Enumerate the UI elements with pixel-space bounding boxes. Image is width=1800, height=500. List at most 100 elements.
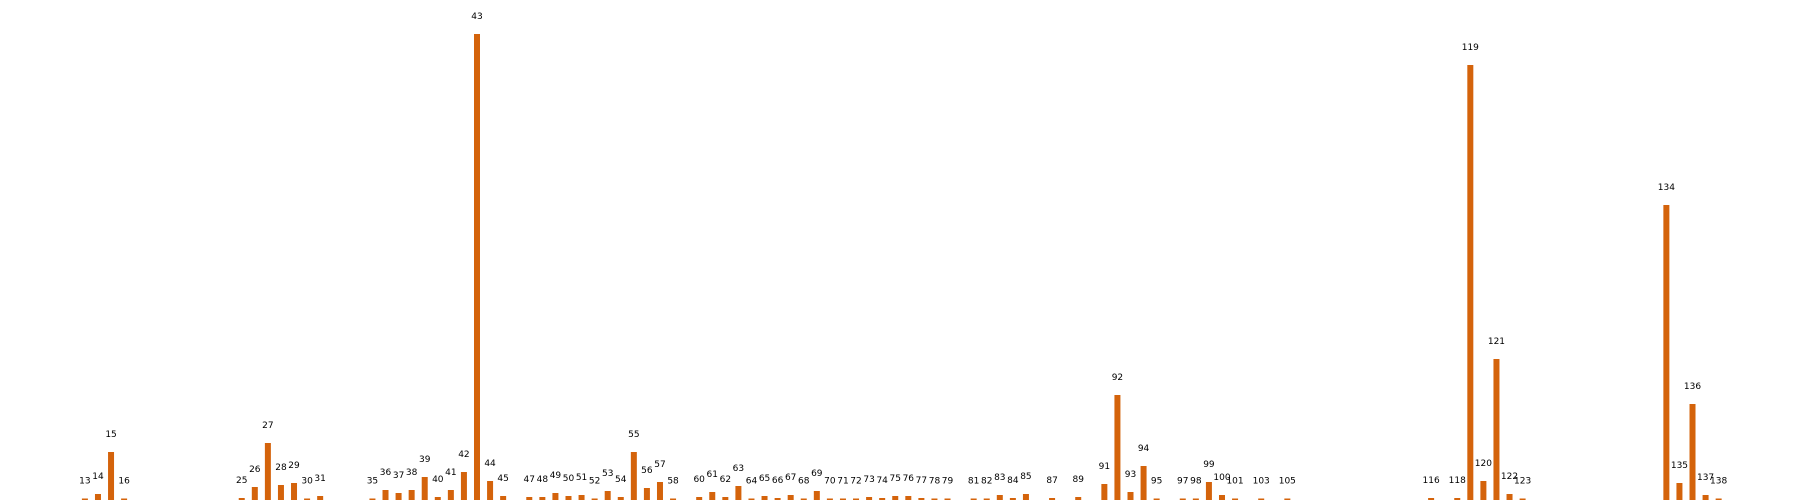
bar-label-75: 75 (890, 474, 901, 484)
bar-58 (670, 498, 677, 500)
bar-label-64: 64 (746, 477, 758, 487)
bar-122 (1506, 494, 1513, 500)
bar-label-52: 52 (589, 477, 600, 487)
bar-label-95: 95 (1151, 477, 1162, 487)
bar-label-45: 45 (497, 474, 508, 484)
bar-70 (826, 498, 833, 500)
bar-26 (251, 487, 258, 500)
bar-98 (1192, 498, 1199, 500)
bar-label-120: 120 (1475, 459, 1492, 469)
bar-77 (918, 498, 925, 500)
bar-55 (630, 452, 637, 500)
bar-73 (866, 497, 873, 500)
bar-119 (1467, 65, 1474, 500)
bar-40 (434, 497, 441, 500)
bar-91 (1101, 484, 1108, 500)
bar-87 (1049, 498, 1056, 500)
bar-71 (839, 498, 846, 500)
bar-52 (591, 498, 598, 500)
bar-120 (1480, 481, 1487, 500)
bar-label-16: 16 (118, 477, 130, 487)
bar-label-58: 58 (667, 477, 679, 487)
bar-51 (578, 495, 585, 500)
bar-135 (1676, 483, 1683, 500)
bar-61 (709, 492, 716, 500)
bar-label-79: 79 (942, 477, 954, 487)
bar-81 (970, 498, 977, 500)
bar-53 (604, 491, 611, 500)
bar-37 (395, 493, 402, 500)
bar-label-26: 26 (249, 465, 261, 475)
bar-label-87: 87 (1046, 476, 1057, 486)
bar-label-103: 103 (1253, 477, 1270, 487)
bar-label-61: 61 (707, 470, 718, 480)
bar-31 (317, 496, 324, 500)
bar-62 (722, 497, 729, 500)
bar-27 (264, 443, 271, 500)
bar-72 (853, 498, 860, 500)
bar-label-83: 83 (994, 473, 1005, 483)
bar-30 (304, 498, 311, 500)
bar-84 (1009, 498, 1016, 500)
bar-label-37: 37 (393, 471, 404, 481)
bar-68 (800, 498, 807, 500)
bar-label-65: 65 (759, 474, 770, 484)
bar-label-136: 136 (1684, 382, 1701, 392)
bar-label-85: 85 (1020, 472, 1031, 482)
bar-138 (1715, 498, 1722, 500)
bar-41 (447, 490, 454, 500)
bar-label-63: 63 (733, 464, 744, 474)
bar-label-67: 67 (785, 473, 796, 483)
bar-label-99: 99 (1203, 460, 1215, 470)
bar-75 (892, 496, 899, 500)
bar-label-42: 42 (458, 450, 469, 460)
bar-label-53: 53 (602, 469, 613, 479)
bar-label-137: 137 (1697, 473, 1714, 483)
bar-93 (1127, 492, 1134, 500)
bar-54 (617, 497, 624, 500)
bar-label-57: 57 (654, 460, 665, 470)
bar-103 (1258, 498, 1265, 500)
bar-label-66: 66 (772, 476, 784, 486)
bar-label-97: 97 (1177, 477, 1188, 487)
bar-label-28: 28 (275, 463, 287, 473)
bar-label-89: 89 (1072, 475, 1084, 485)
bar-38 (408, 490, 415, 500)
bar-label-69: 69 (811, 469, 823, 479)
bar-83 (996, 495, 1003, 500)
bar-label-13: 13 (79, 477, 90, 487)
bar-99 (1205, 482, 1212, 500)
bar-15 (108, 452, 115, 500)
bar-label-35: 35 (367, 477, 378, 487)
bar-label-100: 100 (1213, 473, 1230, 483)
bar-label-41: 41 (445, 468, 456, 478)
bar-label-98: 98 (1190, 477, 1202, 487)
bar-label-25: 25 (236, 476, 247, 486)
bar-79 (944, 498, 951, 500)
bar-118 (1454, 498, 1461, 500)
bar-label-51: 51 (576, 473, 587, 483)
bar-label-36: 36 (380, 468, 392, 478)
bar-100 (1218, 495, 1225, 500)
bar-36 (382, 490, 389, 500)
bar-label-56: 56 (641, 466, 653, 476)
bar-label-92: 92 (1112, 373, 1123, 383)
bar-49 (552, 493, 559, 500)
bar-78 (931, 498, 938, 500)
bar-label-82: 82 (981, 477, 992, 487)
bar-94 (1140, 466, 1147, 500)
bar-label-60: 60 (693, 475, 705, 485)
bar-label-55: 55 (628, 430, 639, 440)
bar-label-49: 49 (550, 471, 562, 481)
bar-label-39: 39 (419, 455, 431, 465)
bar-label-78: 78 (929, 477, 941, 487)
bar-60 (696, 497, 703, 500)
bar-label-119: 119 (1462, 43, 1479, 53)
bar-85 (1022, 494, 1029, 500)
bars-group (81, 34, 1722, 500)
bar-16 (121, 498, 128, 500)
bar-76 (905, 496, 912, 500)
bar-label-54: 54 (615, 475, 627, 485)
bar-48 (539, 497, 546, 500)
